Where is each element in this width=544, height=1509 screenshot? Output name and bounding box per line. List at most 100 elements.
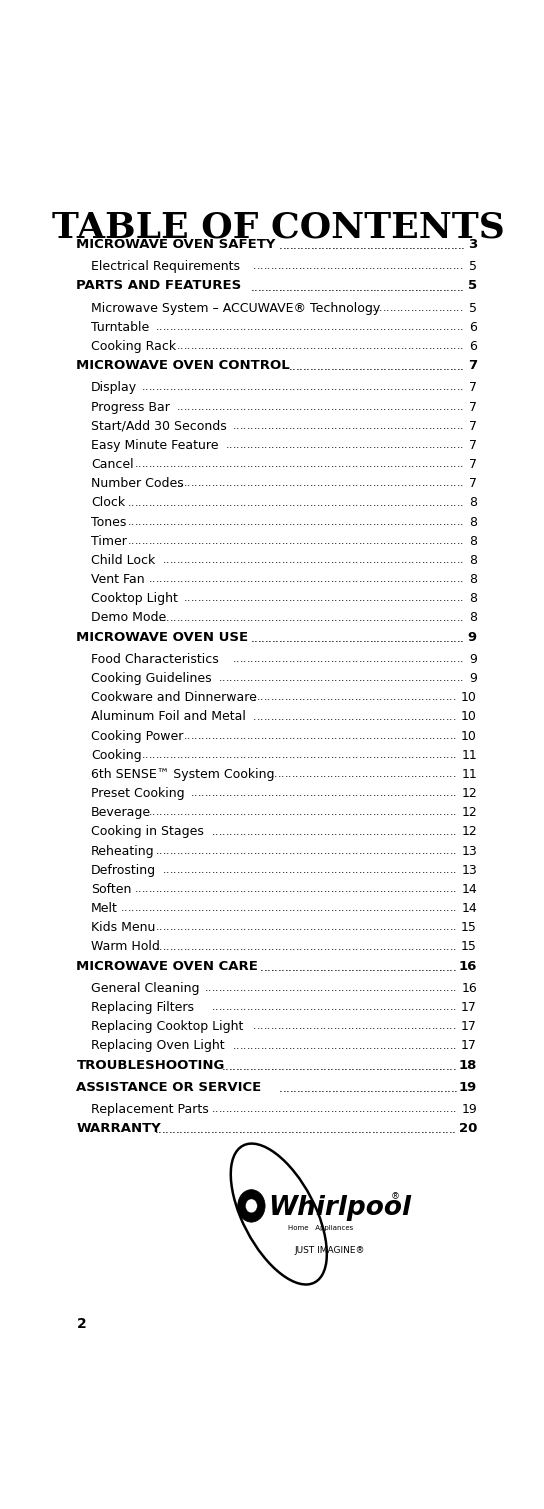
Text: .: .: [358, 459, 362, 469]
Text: .: .: [327, 421, 330, 432]
Text: .: .: [331, 341, 334, 352]
Text: .: .: [373, 341, 376, 352]
Text: .: .: [246, 421, 250, 432]
Text: .: .: [411, 536, 415, 546]
Text: .: .: [358, 1022, 362, 1031]
Text: .: .: [268, 459, 271, 469]
Text: .: .: [279, 884, 282, 895]
Text: .: .: [453, 712, 456, 721]
Text: .: .: [449, 441, 453, 450]
Text: .: .: [457, 459, 460, 469]
Text: .: .: [351, 961, 355, 973]
Text: .: .: [292, 1041, 295, 1050]
Text: .: .: [394, 498, 397, 507]
Text: .: .: [162, 1123, 165, 1136]
Text: .: .: [187, 904, 191, 913]
Text: .: .: [281, 653, 285, 664]
Text: .: .: [443, 884, 446, 895]
Text: .: .: [264, 1022, 267, 1031]
Text: .: .: [184, 459, 187, 469]
Text: 17: 17: [461, 1040, 477, 1052]
Text: .: .: [424, 1123, 428, 1136]
Text: .: .: [438, 961, 442, 973]
Text: .: .: [403, 1123, 407, 1136]
Text: .: .: [261, 1105, 264, 1114]
Text: .: .: [268, 536, 271, 546]
Text: .: .: [246, 865, 250, 875]
Text: .: .: [293, 238, 296, 252]
Text: .: .: [404, 730, 407, 741]
Text: .: .: [292, 1002, 295, 1013]
Text: .: .: [320, 1002, 323, 1013]
Text: .: .: [428, 303, 431, 312]
Text: .: .: [442, 1105, 446, 1114]
Text: .: .: [401, 1082, 405, 1096]
Text: .: .: [264, 982, 268, 993]
Text: .: .: [215, 982, 218, 993]
Text: .: .: [348, 982, 351, 993]
Text: .: .: [232, 827, 236, 836]
Text: .: .: [372, 1022, 376, 1031]
Text: .: .: [450, 575, 453, 584]
Text: .: .: [271, 770, 274, 779]
Text: .: .: [360, 238, 363, 252]
Text: .: .: [317, 884, 320, 895]
Text: .: .: [229, 1105, 232, 1114]
Text: .: .: [386, 1041, 390, 1050]
Text: .: .: [187, 401, 190, 412]
Text: .: .: [313, 555, 317, 564]
Text: .: .: [271, 382, 275, 392]
Text: .: .: [149, 459, 152, 469]
Text: 5: 5: [469, 260, 477, 273]
Text: .: .: [447, 238, 451, 252]
Text: .: .: [310, 261, 313, 272]
Text: .: .: [277, 961, 281, 973]
Text: .: .: [373, 555, 376, 564]
Text: .: .: [390, 750, 394, 761]
Text: .: .: [372, 261, 376, 272]
Text: .: .: [268, 382, 271, 392]
Text: .: .: [261, 712, 264, 721]
Text: .: .: [198, 516, 201, 527]
Text: .: .: [373, 536, 376, 546]
Text: .: .: [405, 238, 409, 252]
Text: .: .: [457, 632, 460, 644]
Text: .: .: [278, 321, 282, 332]
Text: .: .: [198, 536, 201, 546]
Text: .: .: [320, 361, 324, 373]
Text: .: .: [453, 942, 456, 952]
Text: .: .: [326, 1059, 330, 1073]
Text: .: .: [341, 1059, 344, 1073]
Text: .: .: [222, 1002, 225, 1013]
Text: .: .: [267, 261, 271, 272]
Text: .: .: [415, 750, 418, 761]
Text: .: .: [313, 261, 316, 272]
Text: .: .: [142, 516, 145, 527]
Text: .: .: [369, 788, 373, 798]
Text: .: .: [302, 712, 306, 721]
Text: .: .: [327, 730, 330, 741]
Text: .: .: [289, 807, 292, 818]
Text: .: .: [302, 1002, 306, 1013]
Text: .: .: [324, 904, 327, 913]
Text: .: .: [319, 961, 323, 973]
Text: .: .: [400, 441, 404, 450]
Text: .: .: [275, 982, 278, 993]
Text: .: .: [324, 845, 327, 856]
Text: .: .: [299, 421, 302, 432]
Text: .: .: [384, 498, 387, 507]
Text: .: .: [432, 865, 436, 875]
Text: .: .: [320, 321, 324, 332]
Text: .: .: [243, 401, 246, 412]
Text: .: .: [292, 1059, 295, 1073]
Text: .: .: [387, 516, 390, 527]
Text: .: .: [240, 942, 243, 952]
Text: .: .: [418, 750, 422, 761]
Text: .: .: [267, 1022, 271, 1031]
Text: .: .: [138, 516, 141, 527]
Text: .: .: [254, 807, 257, 818]
Text: .: .: [362, 922, 366, 933]
Text: .: .: [376, 421, 379, 432]
Text: .: .: [421, 1123, 424, 1136]
Text: .: .: [268, 904, 271, 913]
